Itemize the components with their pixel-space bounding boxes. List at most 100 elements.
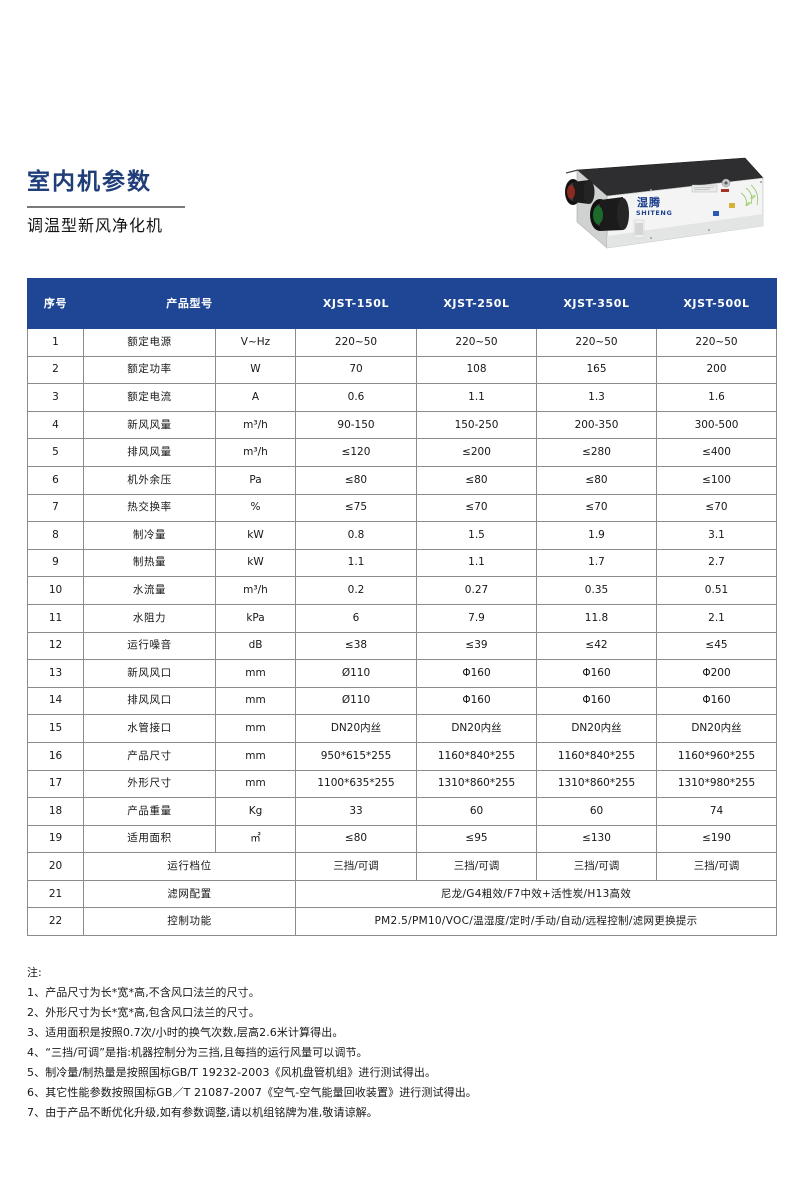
cell-xjst-250l: 三挡/可调 [416,852,537,881]
row-value-all-models: PM2.5/PM10/VOC/温湿度/定时/手动/自动/远程控制/滤网更换提示 [295,907,777,937]
cell-xjst-500l: 1310*980*255 [656,769,777,799]
row-parameter-name: 控制功能 [83,907,296,937]
cell-xjst-350l: 60 [536,797,657,826]
table-row: 8 制冷量 kW 0.8 1.5 1.9 3.1 [27,521,777,550]
row-unit: mm [215,741,296,771]
cell-xjst-250l: 60 [416,797,537,826]
cell-xjst-350l: ≤130 [536,824,657,854]
cell-xjst-500l: ≤45 [656,631,777,661]
cell-xjst-150l: Ø110 [295,659,417,688]
note-item: 7、由于产品不断优化升级,如有参数调整,请以机组铭牌为准,敬请谅解。 [27,1106,378,1120]
cell-xjst-150l: 220~50 [295,328,417,357]
table-row: 1 额定电源 V~Hz 220~50 220~50 220~50 220~50 [27,328,777,357]
cell-xjst-150l: 0.2 [295,576,417,605]
notes-block: 注: 1、产品尺寸为长*宽*高,不含风口法兰的尺寸。 2、外形尺寸为长*宽*高,包… [27,963,727,1123]
cell-xjst-350l: 1.7 [536,548,657,578]
row-unit: mm [215,714,296,743]
notes-heading: 注: [27,966,42,979]
cell-xjst-250l: ≤200 [416,438,537,467]
cell-xjst-250l: 150-250 [416,410,537,440]
cell-xjst-500l: ≤400 [656,438,777,467]
row-parameter-name: 产品重量 [83,797,216,826]
note-item: 4、“三挡/可调”是指:机器控制分为三挡,且每挡的运行风量可以调节。 [27,1046,368,1060]
row-index: 21 [27,879,84,909]
row-parameter-name: 额定功率 [83,355,216,385]
cell-xjst-150l: DN20内丝 [295,714,417,743]
row-index: 10 [27,576,84,605]
cell-xjst-150l: Ø110 [295,686,417,716]
row-value-all-models: 尼龙/G4粗效/F7中效+活性炭/H13高效 [295,879,777,909]
row-index: 7 [27,493,84,523]
table-row: 22 控制功能 PM2.5/PM10/VOC/温湿度/定时/手动/自动/远程控制/滤… [27,907,777,937]
cell-xjst-350l: DN20内丝 [536,714,657,743]
row-unit: Kg [215,797,296,826]
cell-xjst-350l: 1160*840*255 [536,741,657,771]
row-unit: m³/h [215,410,296,440]
cell-xjst-150l: 0.6 [295,383,417,412]
row-index: 4 [27,410,84,440]
row-index: 16 [27,741,84,771]
table-row: 4 新风风量 m³/h 90-150 150-250 200-350 300-500 [27,410,777,440]
row-unit: V~Hz [215,328,296,357]
cell-xjst-150l: ≤120 [295,438,417,467]
row-unit: Pa [215,465,296,495]
col-header-product-model: 产品型号 [83,278,296,329]
col-header-xjst-500l: XJST-500L [656,278,777,329]
table-row: 11 水阻力 kPa 6 7.9 11.8 2.1 [27,603,777,633]
cell-xjst-150l: 33 [295,797,417,826]
cell-xjst-350l: 1.3 [536,383,657,412]
row-index: 9 [27,548,84,578]
row-index: 6 [27,465,84,495]
table-row: 12 运行噪音 dB ≤38 ≤39 ≤42 ≤45 [27,631,777,661]
cell-xjst-500l: 0.51 [656,576,777,605]
row-parameter-name: 外形尺寸 [83,769,216,799]
table-row: 5 排风风量 m³/h ≤120 ≤200 ≤280 ≤400 [27,438,777,467]
cell-xjst-350l: ≤70 [536,493,657,523]
note-item: 1、产品尺寸为长*宽*高,不含风口法兰的尺寸。 [27,986,260,1000]
cell-xjst-250l: 1310*860*255 [416,769,537,799]
cell-xjst-250l: 220~50 [416,328,537,357]
row-index: 18 [27,797,84,826]
row-unit: mm [215,659,296,688]
row-parameter-name: 额定电流 [83,383,216,412]
cell-xjst-250l: 1.1 [416,383,537,412]
table-row: 20 运行档位 三挡/可调 三挡/可调 三挡/可调 三挡/可调 [27,852,777,881]
notes-list: 1、产品尺寸为长*宽*高,不含风口法兰的尺寸。 2、外形尺寸为长*宽*高,包含风口… [27,983,727,1123]
cell-xjst-500l: ≤190 [656,824,777,854]
row-index: 8 [27,521,84,550]
table-row: 15 水管接口 mm DN20内丝 DN20内丝 DN20内丝 DN20内丝 [27,714,777,743]
row-index: 14 [27,686,84,716]
cell-xjst-350l: 200-350 [536,410,657,440]
cell-xjst-350l: 0.35 [536,576,657,605]
row-index: 11 [27,603,84,633]
row-unit: kPa [215,603,296,633]
note-item: 5、制冷量/制热量是按照国标GB/T 19232-2003《风机盘管机组》进行测… [27,1066,437,1080]
svg-text:湿腾: 湿腾 [637,195,661,209]
row-index: 19 [27,824,84,854]
cell-xjst-250l: 1.5 [416,521,537,550]
cell-xjst-350l: 三挡/可调 [536,852,657,881]
row-parameter-name: 水阻力 [83,603,216,633]
col-header-xjst-350l: XJST-350L [536,278,657,329]
row-index: 1 [27,328,84,357]
cell-xjst-500l: 74 [656,797,777,826]
row-unit: mm [215,686,296,716]
row-parameter-name: 制冷量 [83,521,216,550]
cell-xjst-350l: 1.9 [536,521,657,550]
cell-xjst-150l: 1.1 [295,548,417,578]
cell-xjst-500l: 1.6 [656,383,777,412]
cell-xjst-250l: DN20内丝 [416,714,537,743]
cell-xjst-250l: 1.1 [416,548,537,578]
cell-xjst-150l: 0.8 [295,521,417,550]
cell-xjst-500l: 三挡/可调 [656,852,777,881]
cell-xjst-350l: ≤80 [536,465,657,495]
table-row: 21 滤网配置 尼龙/G4粗效/F7中效+活性炭/H13高效 [27,879,777,909]
cell-xjst-150l: 90-150 [295,410,417,440]
cell-xjst-250l: Φ160 [416,659,537,688]
cell-xjst-500l: 3.1 [656,521,777,550]
table-header-row: 序号 产品型号 XJST-150L XJST-250L XJST-350L XJ… [27,278,777,329]
row-unit: m³/h [215,438,296,467]
cell-xjst-150l: 6 [295,603,417,633]
